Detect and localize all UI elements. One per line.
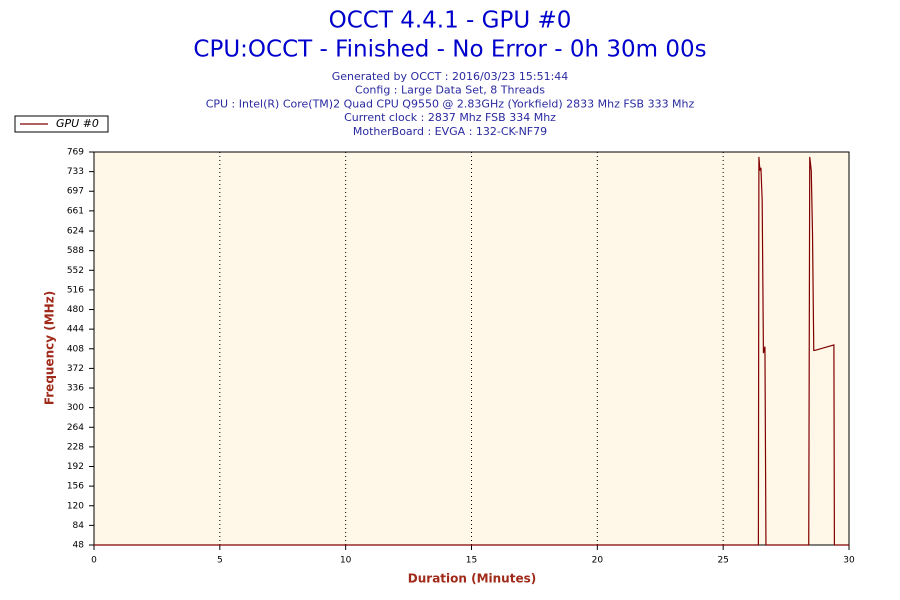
y-tick-label: 552 — [67, 266, 84, 276]
y-tick-label: 661 — [67, 206, 84, 216]
y-tick-label: 120 — [67, 501, 84, 511]
legend-box — [14, 115, 109, 133]
y-tick-label: 48 — [73, 541, 85, 551]
y-tick-label: 84 — [73, 521, 85, 531]
x-tick-label: 15 — [466, 556, 477, 566]
chart-title: OCCT 4.4.1 - GPU #0 — [329, 8, 572, 34]
y-tick-label: 408 — [67, 344, 84, 354]
y-tick-label: 624 — [67, 227, 84, 237]
y-tick-label: 336 — [67, 384, 84, 394]
y-tick-label: 264 — [67, 423, 84, 433]
info-line: CPU : Intel(R) Core(TM)2 Quad CPU Q9550 … — [206, 97, 695, 110]
x-tick-label: 25 — [717, 556, 728, 566]
x-tick-label: 0 — [91, 556, 97, 566]
x-tick-label: 10 — [340, 556, 352, 566]
y-tick-label: 372 — [67, 364, 84, 374]
info-line: MotherBoard : EVGA : 132-CK-NF79 — [353, 125, 547, 138]
y-tick-label: 192 — [67, 462, 84, 472]
legend: GPU #0 — [14, 115, 109, 133]
x-tick-label: 5 — [217, 556, 223, 566]
y-tick-label: 697 — [67, 187, 84, 197]
y-tick-label: 733 — [67, 167, 84, 177]
chart-subtitle: CPU:OCCT - Finished - No Error - 0h 30m … — [193, 37, 706, 63]
x-axis-label: Duration (Minutes) — [408, 572, 536, 586]
legend-label: GPU #0 — [56, 117, 99, 130]
series-line — [94, 156, 849, 546]
y-tick-label: 516 — [67, 285, 84, 295]
info-line: Generated by OCCT : 2016/03/23 15:51:44 — [332, 70, 569, 83]
x-tick-label: 30 — [843, 556, 855, 566]
y-tick-label: 769 — [67, 148, 84, 158]
y-tick-label: 300 — [67, 403, 84, 413]
x-tick-label: 20 — [592, 556, 604, 566]
y-tick-label: 480 — [67, 305, 84, 315]
info-line: Current clock : 2837 Mhz FSB 334 Mhz — [344, 111, 556, 124]
y-axis-label: Frequency (MHz) — [43, 291, 57, 405]
y-tick-label: 228 — [67, 442, 84, 452]
y-tick-label: 156 — [67, 482, 84, 492]
y-tick-label: 444 — [67, 325, 84, 335]
y-tick-label: 588 — [67, 246, 84, 256]
info-line: Config : Large Data Set, 8 Threads — [355, 84, 545, 97]
